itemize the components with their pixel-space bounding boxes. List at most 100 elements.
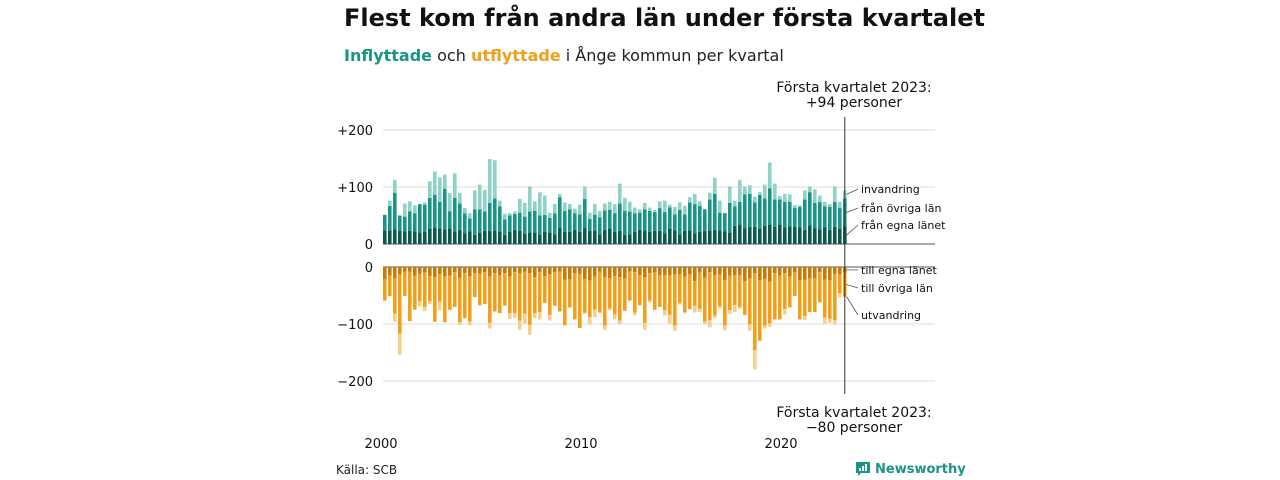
bar-out-0	[433, 267, 437, 278]
bar-in-1	[813, 202, 817, 229]
bar-out-1	[478, 273, 482, 306]
label-connector	[846, 188, 859, 195]
bar-out-0	[713, 267, 717, 275]
bar-out-0	[453, 267, 457, 273]
bar-out-0	[803, 267, 807, 280]
bar-in-2	[598, 210, 602, 218]
bar-in-1	[448, 211, 452, 229]
bar-in-0	[693, 233, 697, 244]
bar-out-1	[613, 276, 617, 315]
bar-out-0	[513, 267, 517, 273]
label-connector	[846, 224, 859, 236]
bar-in-1	[688, 202, 692, 231]
bar-out-0	[613, 267, 617, 277]
bar-out-1	[398, 274, 402, 334]
bar-out-0	[733, 267, 737, 275]
y-tick-label: −200	[337, 375, 373, 390]
bar-in-1	[628, 211, 632, 235]
bar-out-2	[608, 308, 612, 311]
bar-out-1	[698, 272, 702, 310]
bar-out-2	[458, 322, 462, 326]
bar-in-1	[638, 212, 642, 230]
bar-out-0	[468, 267, 472, 277]
bar-in-0	[468, 231, 472, 244]
bar-in-0	[613, 232, 617, 244]
bar-out-0	[778, 267, 782, 276]
bar-in-2	[513, 211, 517, 214]
bar-out-1	[538, 272, 542, 313]
inflow-bars	[383, 159, 847, 244]
bar-out-2	[703, 321, 707, 324]
bar-in-1	[763, 198, 767, 226]
bar-out-2	[748, 324, 752, 331]
bar-in-0	[518, 230, 522, 244]
bar-out-0	[488, 267, 492, 277]
bar-in-1	[738, 201, 742, 225]
bar-in-2	[538, 192, 542, 216]
bar-out-0	[498, 267, 502, 275]
bar-in-1	[508, 215, 512, 233]
bar-in-1	[428, 197, 432, 229]
bar-out-1	[643, 277, 647, 323]
bar-in-2	[833, 186, 837, 202]
bar-out-0	[773, 267, 777, 274]
series-label-in: från övriga län	[861, 202, 941, 215]
bar-in-2	[693, 193, 697, 205]
bar-in-1	[838, 208, 842, 229]
bar-out-1	[738, 274, 742, 307]
bar-in-2	[443, 174, 447, 189]
bar-in-1	[598, 217, 602, 235]
bar-in-2	[448, 193, 452, 212]
bar-out-0	[523, 267, 527, 272]
bar-in-0	[718, 230, 722, 244]
bar-in-2	[733, 200, 737, 207]
bar-in-0	[463, 233, 467, 244]
newsworthy-logo-icon	[856, 462, 870, 476]
bar-out-2	[758, 340, 762, 342]
bar-out-2	[508, 313, 512, 319]
bar-in-1	[748, 193, 752, 227]
bar-out-1	[498, 274, 502, 314]
bar-out-0	[403, 267, 407, 272]
brand-logo[interactable]: Newsworthy	[855, 461, 966, 477]
bar-out-1	[683, 276, 687, 313]
label-connector	[846, 207, 859, 213]
bar-out-2	[713, 315, 717, 318]
bar-in-0	[793, 226, 797, 244]
bar-in-2	[763, 184, 767, 199]
bar-out-0	[718, 267, 722, 275]
gridlines	[383, 129, 935, 382]
bar-in-0	[513, 229, 517, 244]
bar-in-0	[763, 225, 767, 244]
bar-in-0	[383, 230, 387, 244]
bar-out-2	[828, 318, 832, 323]
bar-in-0	[408, 230, 412, 244]
bar-in-1	[443, 188, 447, 230]
bar-out-0	[493, 267, 497, 274]
bar-in-0	[398, 230, 402, 244]
series-label-out: till egna länet	[861, 264, 937, 277]
bar-out-0	[623, 267, 627, 279]
bar-in-2	[498, 200, 502, 207]
bar-out-0	[588, 267, 592, 281]
bar-in-1	[503, 219, 507, 235]
bar-out-0	[753, 267, 757, 274]
bar-in-2	[623, 197, 627, 211]
bar-in-2	[683, 205, 687, 215]
bar-out-1	[823, 279, 827, 318]
bar-out-2	[833, 320, 837, 325]
bar-in-1	[478, 209, 482, 233]
bar-out-1	[763, 278, 767, 326]
bar-in-0	[668, 228, 672, 244]
bar-in-1	[683, 214, 687, 231]
bar-out-0	[688, 267, 692, 275]
bar-out-0	[383, 267, 387, 279]
bar-out-1	[543, 276, 547, 303]
bar-in-1	[608, 209, 612, 229]
bar-out-1	[433, 277, 437, 322]
bar-out-0	[833, 267, 837, 274]
bar-in-0	[573, 229, 577, 244]
bar-in-0	[678, 234, 682, 244]
brand-name: Newsworthy	[875, 461, 966, 477]
bar-out-1	[618, 277, 622, 321]
